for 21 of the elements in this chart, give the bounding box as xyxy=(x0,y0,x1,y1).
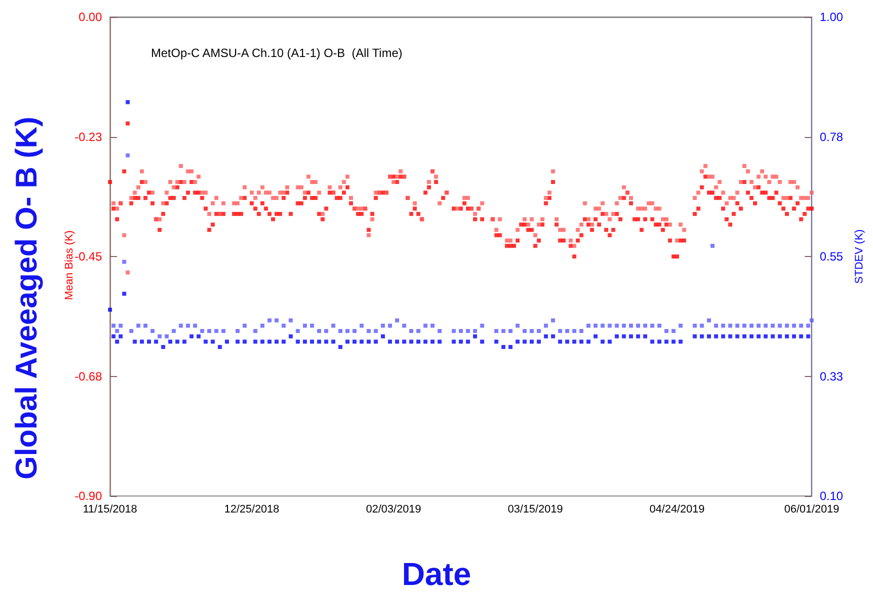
y-tick-label: -0.68 xyxy=(74,369,102,384)
y-tick-label: -0.23 xyxy=(74,130,102,144)
x-tick-label: 02/03/2019 xyxy=(366,504,422,516)
x-tick-label: 12/25/2018 xyxy=(224,504,280,516)
x-tick-label: 04/24/2019 xyxy=(650,504,705,516)
y2-tick-label: 1.00 xyxy=(820,10,844,24)
text: MetOp-C AMSU-A Ch.10 (A1-1) O-B (All Time) xyxy=(151,46,402,60)
y-tick-label: -0.90 xyxy=(74,489,102,503)
y2-tick-label: 0.33 xyxy=(820,369,844,384)
text: Mean Bias (K) xyxy=(64,230,76,300)
y2-tick-label: 0.10 xyxy=(820,489,844,503)
x-tick-label: 03/15/2019 xyxy=(508,504,563,516)
y-axis-title: Global Aveeaged O- B (K) xyxy=(10,116,44,480)
y-tick-label: 0.00 xyxy=(78,10,102,24)
y2-axis-title: STDEV (K) xyxy=(854,229,866,284)
y2-tick-label: 0.55 xyxy=(820,250,844,264)
x-axis-title: Date xyxy=(402,556,472,592)
y2-tick-label: 0.78 xyxy=(820,130,844,144)
y-tick-label: -0.45 xyxy=(74,250,102,264)
x-tick-label: 11/15/2018 xyxy=(82,504,138,516)
x-tick-label: 06/01/2019 xyxy=(784,504,840,516)
